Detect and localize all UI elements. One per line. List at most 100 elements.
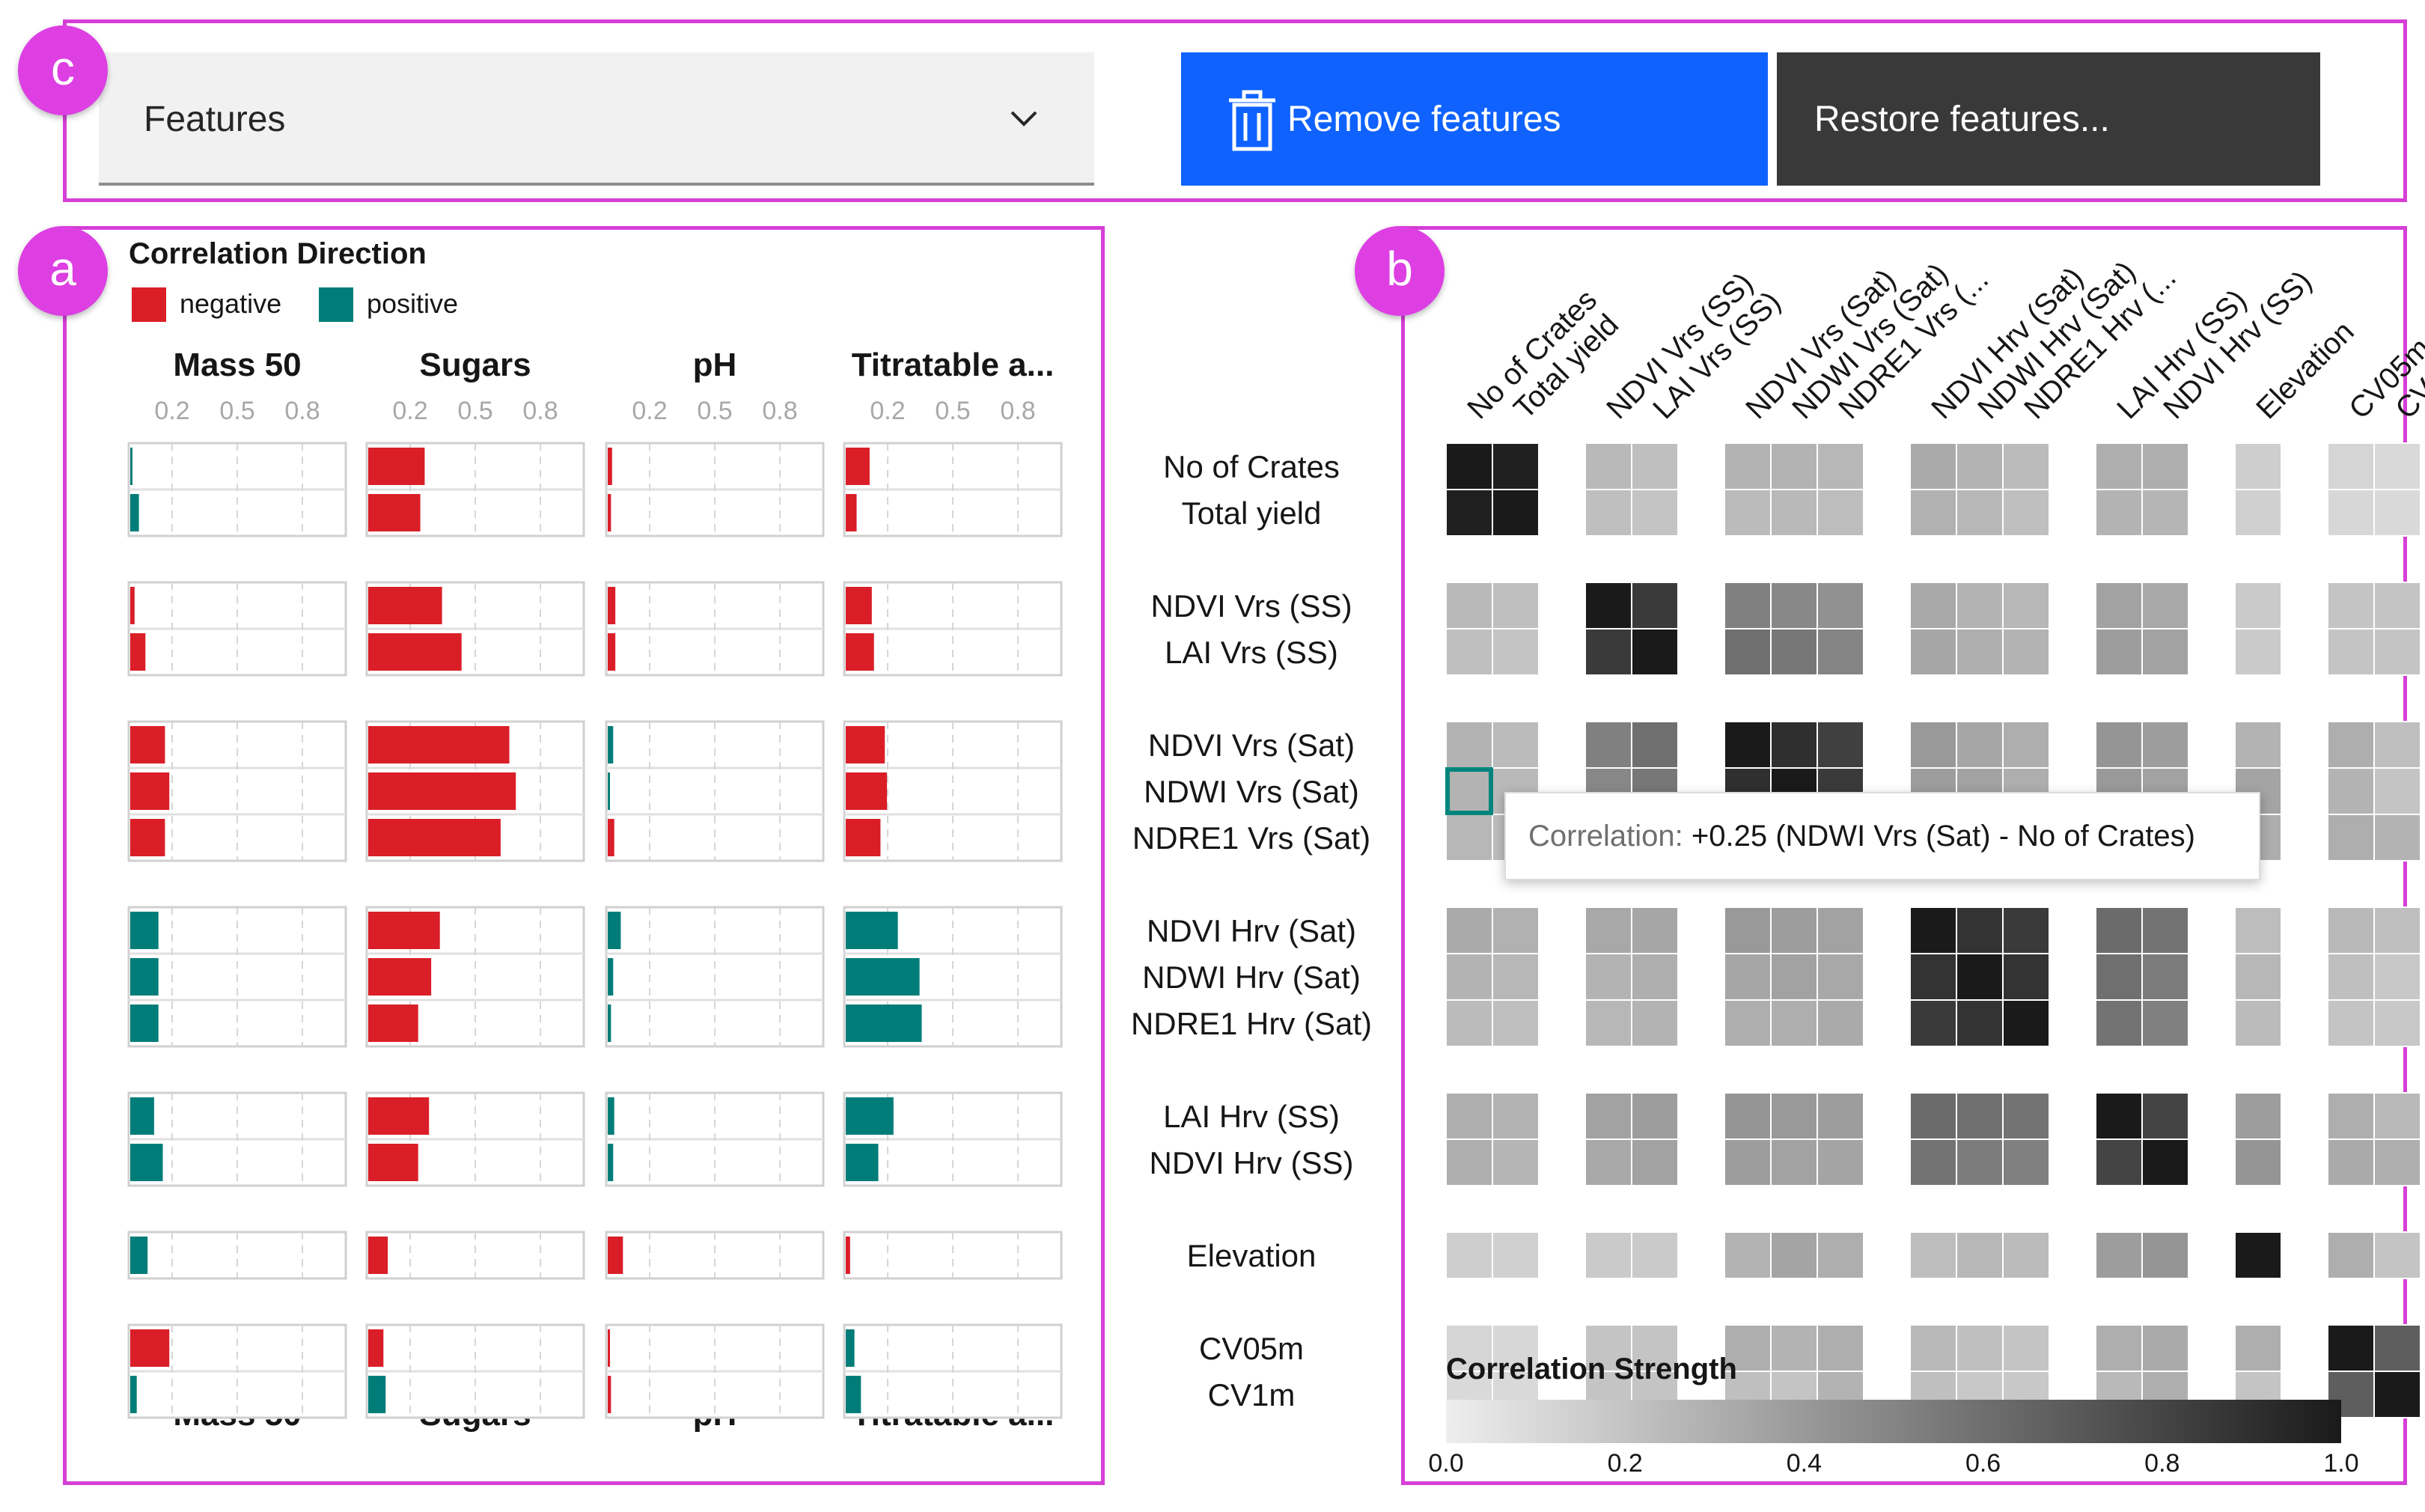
correlation-bar [130, 819, 165, 856]
heatmap-cell [1445, 999, 1493, 1047]
heatmap-cell [1445, 1092, 1493, 1140]
heatmap-cell [1445, 489, 1493, 537]
heatmap-cell [1909, 1092, 1957, 1140]
heatmap-cell [1584, 1231, 1632, 1279]
heatmap-cell [1631, 442, 1679, 490]
chevron-down-icon [1010, 111, 1037, 126]
heatmap-cell [1724, 582, 1772, 630]
heatmap-cell [2141, 1324, 2189, 1372]
bar-group-frame [843, 1231, 1063, 1280]
axis-tick-top: 0.8 [522, 397, 558, 425]
correlation-bar [608, 448, 612, 485]
badge-b: b [1355, 226, 1445, 316]
correlation-bar [846, 726, 885, 763]
correlation-bar [130, 1376, 137, 1413]
heatmap-cell [1631, 999, 1679, 1047]
correlation-bar [368, 1097, 430, 1135]
heatmap-cell [2373, 582, 2421, 630]
heatmap-cell [2234, 1092, 2282, 1140]
heatmap-cell [2327, 767, 2375, 815]
heatmap-cell [2141, 906, 2189, 954]
heatmap-cell [1909, 906, 1957, 954]
correlation-bar [130, 1097, 154, 1135]
heatmap-row-label: Elevation [1187, 1238, 1317, 1273]
heatmap-row-label: Total yield [1182, 496, 1322, 531]
heatmap-row-label: CV1m [1208, 1377, 1296, 1412]
heatmap-cell [1724, 628, 1772, 676]
correlation-bar [368, 1329, 384, 1367]
heatmap-cell [2002, 1231, 2050, 1279]
correlation-bar [608, 633, 616, 671]
heatmap-cell [2327, 1231, 2375, 1279]
heatmap-cell [2327, 999, 2375, 1047]
heatmap-cell [1817, 582, 1864, 630]
correlation-bar [130, 726, 165, 763]
heatmap-cell [2327, 906, 2375, 954]
features-dropdown[interactable]: Features [99, 52, 1094, 186]
heatmap-cell [1584, 1138, 1632, 1186]
colorbar-tick: 1.0 [2323, 1449, 2358, 1478]
heatmap-cell [1956, 582, 2004, 630]
heatmap-cell [1817, 1092, 1864, 1140]
correlation-bar [368, 912, 440, 949]
heatmap-cell [2002, 999, 2050, 1047]
heatmap-cell [1492, 1092, 1540, 1140]
heatmap-cell [1492, 1138, 1540, 1186]
remove-features-button[interactable]: Remove features [1181, 52, 1768, 186]
correlation-bar [846, 1237, 850, 1274]
heatmap-cell [2234, 489, 2282, 537]
tooltip-value: +0.25 (NDWI Vrs (Sat) - No of Crates) [1691, 820, 2195, 853]
heatmap-cell [1445, 582, 1493, 630]
heatmap-cell [1817, 953, 1864, 1001]
correlation-bar [846, 633, 874, 671]
heatmap-cell [1724, 1138, 1772, 1186]
heatmap-cell [1445, 906, 1493, 954]
heatmap-row-label: NDWI Vrs (Sat) [1144, 774, 1359, 809]
heatmap-cell [1817, 628, 1864, 676]
correlation-bar [130, 772, 170, 810]
heatmap-cell [1445, 953, 1493, 1001]
heatmap-cell [1909, 1138, 1957, 1186]
correlation-bar [130, 633, 146, 671]
heatmap-cell [1724, 442, 1772, 490]
restore-features-button[interactable]: Restore features... [1777, 52, 2320, 186]
heatmap-cell [1445, 1231, 1493, 1279]
heatmap-cell [1909, 1231, 1957, 1279]
heatmap-row-label: LAI Hrv (SS) [1163, 1099, 1340, 1134]
correlation-bar [846, 448, 870, 485]
correlation-bar [368, 1144, 418, 1181]
heatmap-cell [2327, 814, 2375, 862]
heatmap-cell [2373, 906, 2421, 954]
heatmap-cell [2095, 1324, 2143, 1372]
heatmap-cell [2002, 906, 2050, 954]
correlation-bar [368, 1005, 418, 1042]
heatmap-cell [1909, 721, 1957, 769]
heatmap-cell [1817, 1324, 1864, 1372]
heatmap-cell [1770, 442, 1818, 490]
heatmap-cell [2141, 628, 2189, 676]
heatmap-highlight-cell [1445, 767, 1493, 815]
heatmap-cell [1631, 721, 1679, 769]
heatmap-cell [1817, 721, 1864, 769]
heatmap-cell [2234, 999, 2282, 1047]
heatmap-cell [2373, 1231, 2421, 1279]
correlation-bar [368, 958, 432, 996]
correlation-bar [608, 819, 614, 856]
tooltip-key: Correlation: [1528, 820, 1683, 853]
correlation-bar [846, 772, 888, 810]
correlation-bar [608, 587, 616, 624]
correlation-bar [130, 1329, 170, 1367]
heatmap-cell [2141, 721, 2189, 769]
heatmap-cell [2327, 442, 2375, 490]
heatmap-cell [1956, 953, 2004, 1001]
heatmap-cell [2095, 1138, 2143, 1186]
heatmap-cell [1492, 582, 1540, 630]
heatmap-cell [1770, 489, 1818, 537]
heatmap-cell [2141, 1138, 2189, 1186]
heatmap-cell [1724, 906, 1772, 954]
axis-tick-top: 0.8 [284, 397, 320, 425]
heatmap-cell [2373, 953, 2421, 1001]
colorbar-tick: 0.0 [1428, 1449, 1463, 1478]
heatmap-row-label: NDVI Hrv (Sat) [1147, 913, 1356, 948]
correlation-tooltip: Correlation: +0.25 (NDWI Vrs (Sat) - No … [1504, 792, 2260, 880]
